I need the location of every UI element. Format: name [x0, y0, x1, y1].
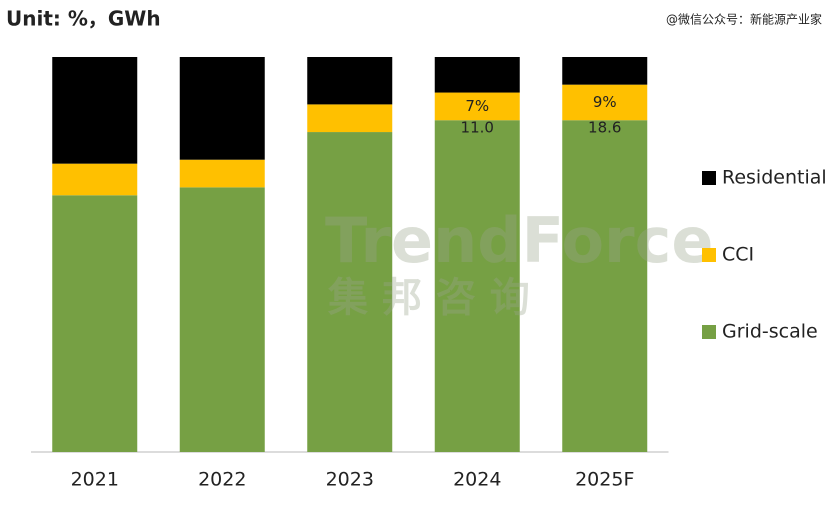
- bar-segment: [562, 57, 648, 85]
- legend-swatch: [702, 171, 716, 185]
- bar-segment: [307, 57, 393, 105]
- x-tick-label: 2021: [71, 469, 119, 491]
- bar-segment: [179, 187, 265, 452]
- watermark: TrendForce: [325, 204, 713, 277]
- bar-segment: [179, 159, 265, 188]
- bar-segment: [562, 120, 648, 452]
- bar-segment: [562, 84, 648, 121]
- bar-segment: [434, 92, 520, 121]
- x-tick-label: 2025F: [575, 469, 634, 491]
- chart-title: Unit: %，GWh: [6, 7, 161, 31]
- legend-label: Residential: [722, 167, 827, 189]
- bar-segment: [307, 104, 393, 133]
- bar-segment: [52, 57, 138, 164]
- data-label: 7%: [465, 97, 489, 115]
- source: @微信公众号：新能源产业家: [666, 12, 822, 27]
- legend-swatch: [702, 248, 716, 262]
- bar-segment: [307, 132, 393, 453]
- bar-segment: [434, 120, 520, 452]
- bar-segment: [52, 163, 138, 196]
- annotation: 11.0: [461, 119, 494, 137]
- watermark: 集 邦 咨 询: [327, 275, 530, 321]
- bar-segment: [179, 57, 265, 160]
- x-tick-label: 2022: [198, 469, 246, 491]
- legend-label: Grid-scale: [722, 321, 818, 343]
- data-label: 9%: [593, 93, 617, 111]
- bar-segment: [52, 195, 138, 452]
- x-tick-label: 2023: [326, 469, 374, 491]
- annotation: 18.6: [588, 119, 621, 137]
- bar-segment: [434, 57, 520, 93]
- legend-swatch: [702, 325, 716, 339]
- x-tick-label: 2024: [453, 469, 501, 491]
- legend-label: CCI: [722, 244, 754, 266]
